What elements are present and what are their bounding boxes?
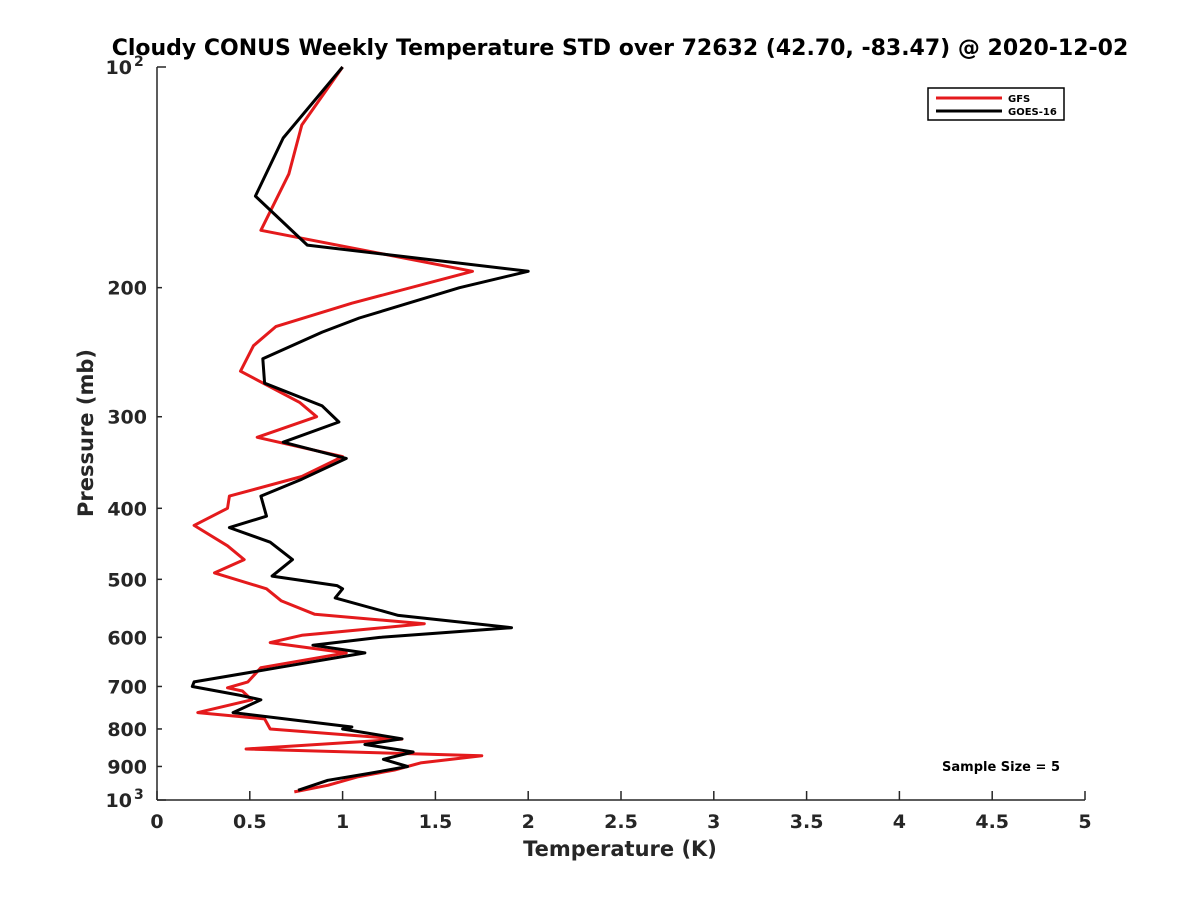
y-tick-label: 10	[106, 790, 132, 812]
y-tick-label: 900	[107, 756, 147, 778]
legend-entry-label: GFS	[1008, 94, 1030, 105]
x-tick-label: 4	[893, 811, 906, 833]
legend-entry-label: GOES-16	[1008, 107, 1057, 118]
y-tick-exponent: 3	[134, 787, 144, 803]
x-axis: 0 0.5 1 1.5 2 2.5 3 3.5 4 4.5 5	[150, 791, 1092, 833]
legend-box	[927, 87, 1065, 121]
y-tick-label: 700	[107, 676, 147, 698]
series-line-gfs	[192, 66, 484, 794]
y-tick-label: 200	[107, 278, 147, 300]
x-tick-label: 3	[707, 811, 720, 833]
x-tick-label: 0	[150, 811, 163, 833]
chart-title: Cloudy CONUS Weekly Temperature STD over…	[112, 36, 1129, 61]
x-tick-label: 1.5	[419, 811, 453, 833]
sample-size-annotation: Sample Size = 5	[942, 760, 1060, 775]
y-tick-label: 600	[107, 627, 147, 649]
legend: GFS GOES-16	[927, 87, 1065, 121]
x-axis-label: Temperature (K)	[523, 837, 717, 861]
y-tick-label: 800	[107, 719, 147, 741]
x-tick-label: 1	[336, 811, 349, 833]
x-tick-label: 2	[522, 811, 535, 833]
y-axis-label: Pressure (mb)	[74, 349, 98, 517]
y-tick-exponent: 2	[134, 54, 144, 70]
plot-area	[156, 66, 1085, 801]
y-tick-label: 500	[107, 569, 147, 591]
x-tick-label: 0.5	[233, 811, 267, 833]
x-tick-label: 2.5	[604, 811, 638, 833]
y-tick-label: 400	[107, 498, 147, 520]
y-tick-label: 10	[106, 57, 132, 79]
x-tick-label: 5	[1078, 811, 1091, 833]
x-tick-label: 3.5	[790, 811, 824, 833]
x-tick-label: 4.5	[975, 811, 1009, 833]
series-line-goes-16	[190, 66, 530, 792]
y-tick-label: 300	[107, 407, 147, 429]
